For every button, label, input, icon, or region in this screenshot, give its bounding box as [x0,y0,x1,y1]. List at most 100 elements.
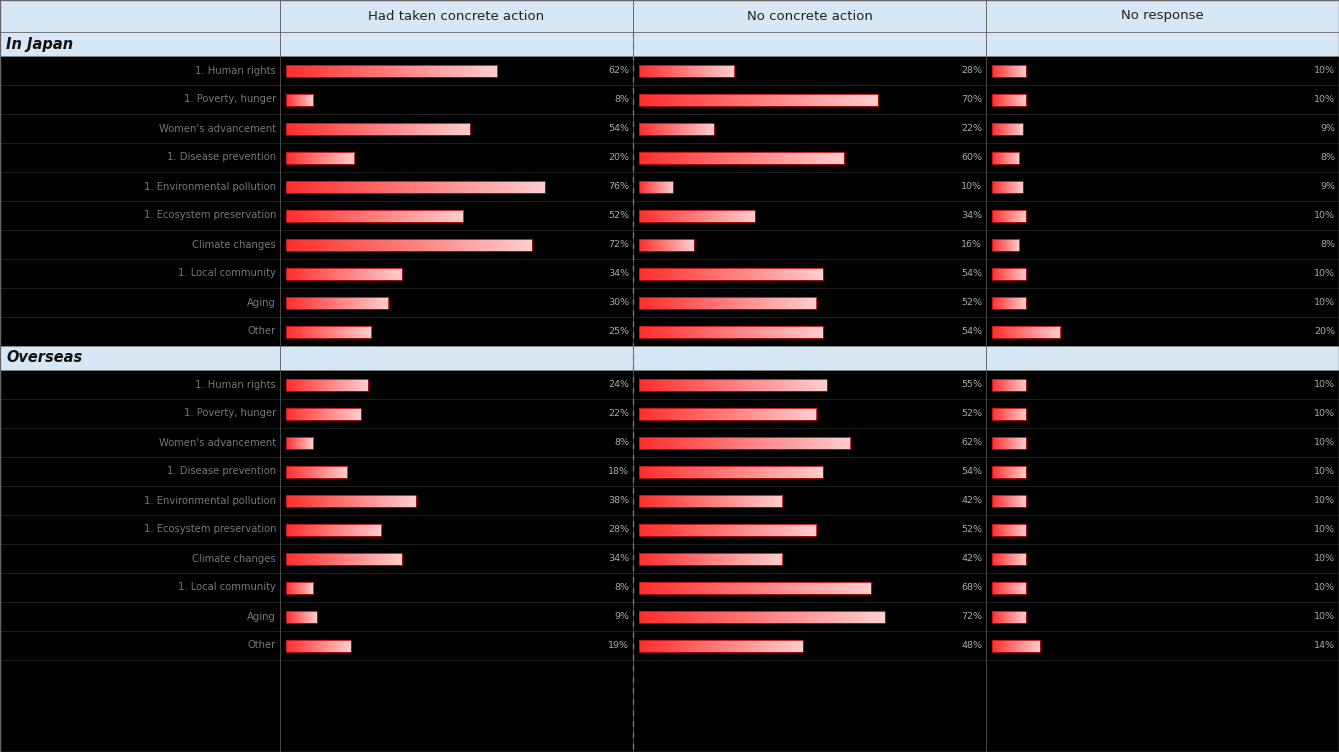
Bar [343,639,344,651]
Bar [801,436,805,448]
Bar [332,151,333,163]
Bar [438,238,442,250]
Bar [410,495,411,507]
Bar [767,326,771,338]
Bar [288,553,291,565]
Bar [679,326,683,338]
Bar [416,210,419,222]
Bar [767,495,770,507]
Bar [790,326,793,338]
Bar [668,553,671,565]
Bar [690,408,692,420]
Bar [311,238,315,250]
Bar [747,210,750,222]
Bar [1043,326,1044,338]
Bar [371,553,374,565]
Bar [287,180,545,193]
Bar [696,495,699,507]
Bar [751,151,755,163]
Bar [320,495,323,507]
Bar [309,151,311,163]
Bar [335,151,336,163]
Bar [707,408,710,420]
Bar [759,581,763,593]
Bar [734,268,738,280]
Bar [321,553,323,565]
Bar [341,553,344,565]
Bar [676,268,679,280]
Bar [722,523,724,535]
Bar [317,151,319,163]
Bar [680,611,684,623]
Bar [682,465,686,478]
Bar [537,180,541,193]
Bar [296,296,299,308]
Bar [458,210,461,222]
Bar [297,495,299,507]
Bar [707,123,708,135]
Bar [307,151,308,163]
Bar [301,553,304,565]
Bar [343,210,345,222]
Bar [1019,326,1020,338]
Bar [811,465,814,478]
Bar [703,65,704,77]
Bar [758,378,761,390]
Bar [349,326,352,338]
Bar [308,326,309,338]
Bar [793,326,795,338]
Bar [375,296,376,308]
Bar [771,268,774,280]
Text: 30%: 30% [608,298,629,307]
Bar [641,639,645,651]
Bar [840,611,844,623]
Bar [743,639,746,651]
Bar [702,65,703,77]
Bar [462,238,466,250]
Bar [344,151,345,163]
Bar [333,210,336,222]
Bar [321,408,323,420]
Bar [711,495,714,507]
Bar [347,378,349,390]
Bar [687,495,690,507]
Bar [434,65,438,77]
Text: 52%: 52% [961,525,981,534]
Bar [340,378,343,390]
Bar [722,408,724,420]
Text: 55%: 55% [961,380,981,389]
Bar [356,523,358,535]
Bar [728,465,731,478]
Bar [734,523,736,535]
Bar [304,523,305,535]
Bar [449,65,451,77]
Bar [374,268,375,280]
Bar [292,268,295,280]
Bar [434,238,438,250]
Bar [699,639,702,651]
Bar [368,123,372,135]
Bar [311,123,313,135]
Bar [345,326,347,338]
Bar [388,553,391,565]
Bar [766,296,770,308]
Bar [372,123,375,135]
Bar [643,378,645,390]
Bar [668,523,672,535]
Bar [684,123,686,135]
Bar [331,639,332,651]
Bar [810,93,814,105]
Bar [461,123,465,135]
Bar [723,553,726,565]
Bar [289,151,291,163]
Bar [341,639,343,651]
Bar [710,123,711,135]
Bar [305,523,307,535]
Bar [712,210,715,222]
Bar [390,495,392,507]
Bar [754,495,757,507]
Bar [511,238,516,250]
Bar [793,465,795,478]
Bar [786,639,789,651]
Bar [690,581,694,593]
